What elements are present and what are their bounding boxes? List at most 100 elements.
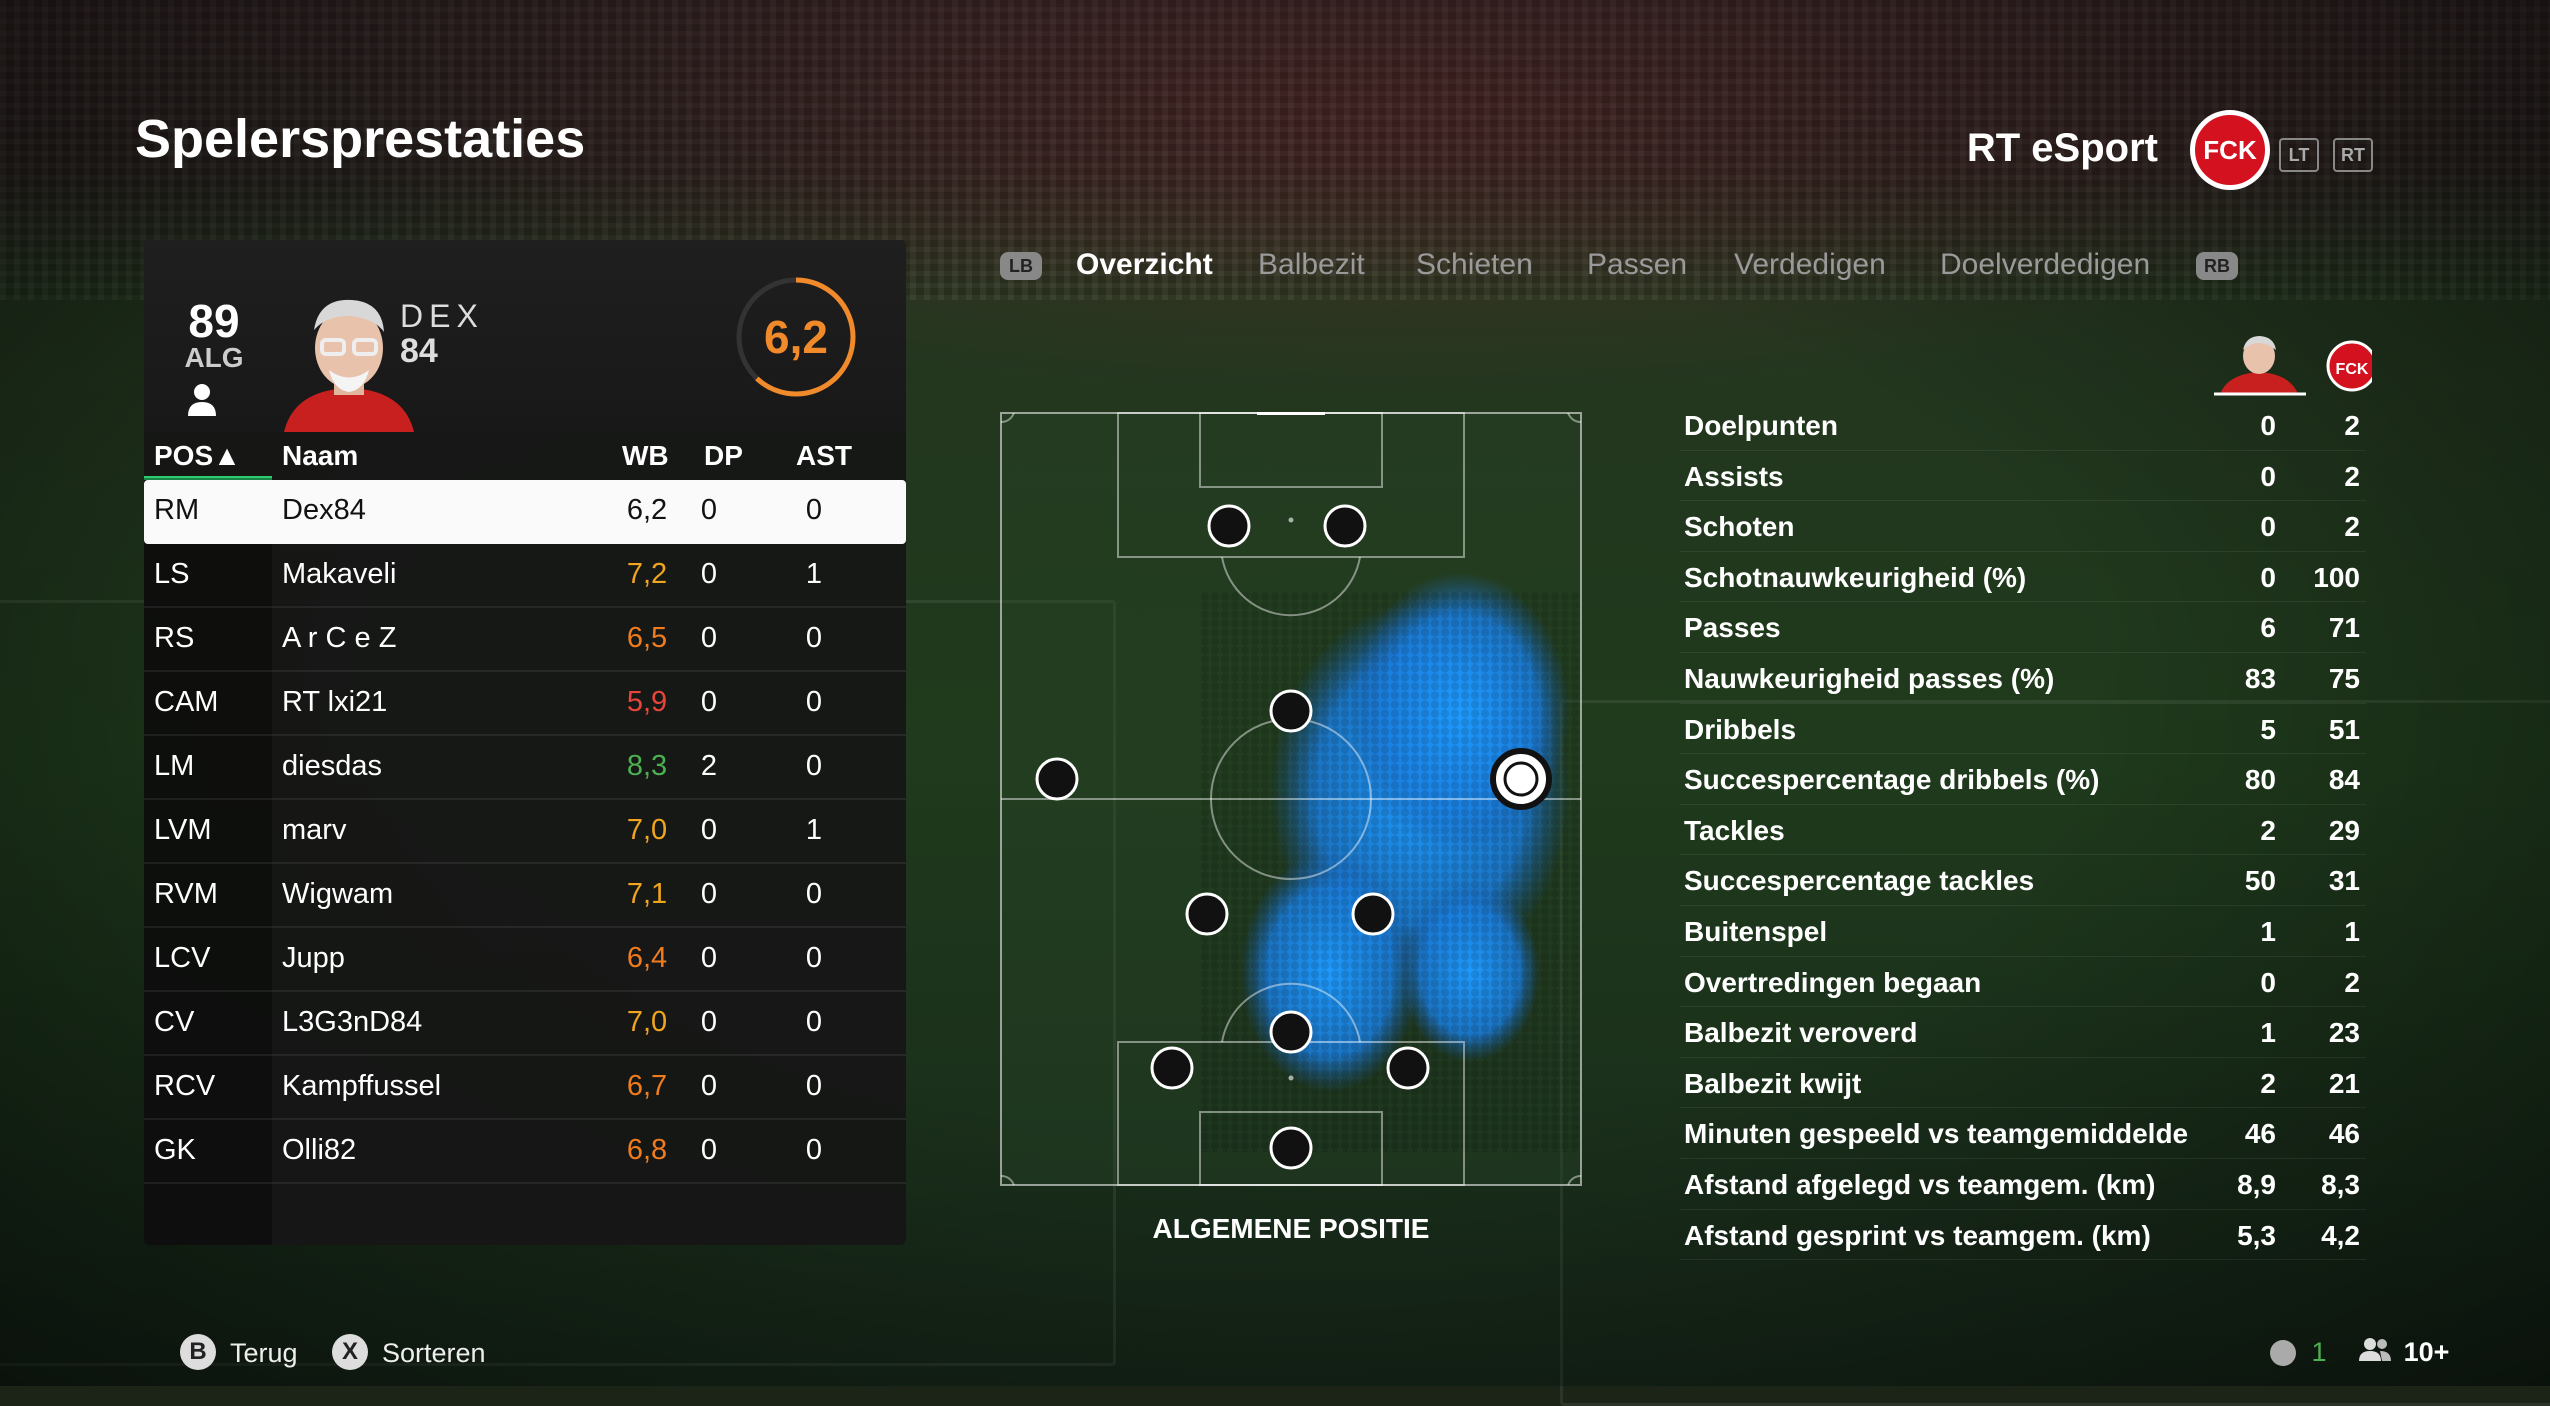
player-panel: 89 ALG DEX 84 6,2 POS▲ Naam WB DP AST	[144, 240, 906, 1245]
cell-name: Jupp	[282, 942, 345, 974]
table-row[interactable]: GK Olli82 6,8 0 0	[144, 1120, 906, 1184]
stat-row: Nauwkeurigheid passes (%) 83 75	[1680, 653, 2366, 704]
col-dp[interactable]: DP	[704, 440, 743, 471]
back-label[interactable]: Terug	[230, 1338, 298, 1368]
table-row[interactable]: LVM marv 7,0 0 1	[144, 800, 906, 864]
stat-label: Tackles	[1684, 814, 1785, 846]
tab-balbezit[interactable]: Balbezit	[1258, 248, 1365, 281]
table-row[interactable]: RS A r C e Z 6,5 0 0	[144, 608, 906, 672]
cell-wb: 6,5	[626, 622, 668, 654]
cell-wb: 6,4	[626, 942, 668, 974]
cell-ast: 1	[805, 814, 823, 846]
cell-name: Kampffussel	[282, 1070, 442, 1102]
stat-label: Minuten gespeeld vs teamgemiddelde	[1684, 1118, 2189, 1150]
cell-ast: 0	[805, 494, 823, 526]
table-row[interactable]: RM Dex84 6,2 0 0	[144, 480, 906, 544]
svg-text:FCK: FCK	[2336, 361, 2369, 378]
stat-label: Afstand afgelegd vs teamgem. (km)	[1684, 1168, 2156, 1200]
x-button-icon[interactable]: X	[332, 1334, 368, 1370]
player-dot	[1323, 504, 1367, 548]
table-row[interactable]: RCV Kampffussel 6,7 0 0	[144, 1056, 906, 1120]
table-row[interactable]: LCV Jupp 6,4 0 0	[144, 928, 906, 992]
player-dot	[1269, 1010, 1313, 1054]
stat-player: 2	[2260, 814, 2276, 846]
stat-player: 0	[2260, 460, 2276, 492]
table-row[interactable]: LS Makaveli 7,2 0 1	[144, 544, 906, 608]
stats-compare-header: FCK	[2214, 336, 2372, 396]
cell-wb: 5,9	[626, 686, 668, 718]
cell-ast: 0	[805, 1006, 823, 1038]
rb-button-icon[interactable]: RB	[2196, 252, 2238, 280]
cell-ast: 1	[805, 558, 823, 590]
col-wb[interactable]: WB	[622, 440, 669, 471]
player-dot	[1150, 1046, 1194, 1090]
stat-player: 2	[2260, 1067, 2276, 1099]
lt-button-icon[interactable]: LT	[2279, 138, 2319, 172]
cell-wb: 7,2	[626, 558, 668, 590]
stat-team: 23	[2328, 1017, 2360, 1049]
cell-dp: 0	[700, 558, 718, 590]
stat-label: Balbezit kwijt	[1684, 1067, 1862, 1099]
sort-label[interactable]: Sorteren	[382, 1338, 486, 1368]
cell-dp: 0	[700, 1006, 718, 1038]
cell-wb: 6,2	[626, 494, 668, 526]
stat-player: 1	[2260, 1017, 2276, 1049]
stat-row: Succespercentage dribbels (%) 80 84	[1680, 754, 2366, 805]
cell-pos: RCV	[154, 1070, 216, 1102]
cell-wb: 7,0	[626, 1006, 668, 1038]
table-row[interactable]: LM diesdas 8,3 2 0	[144, 736, 906, 800]
cell-pos: GK	[154, 1134, 196, 1166]
stat-row: Succespercentage tackles 50 31	[1680, 855, 2366, 906]
stat-team: 31	[2328, 865, 2360, 897]
table-row[interactable]: CAM RT lxi21 5,9 0 0	[144, 672, 906, 736]
stat-team: 100	[2313, 561, 2360, 593]
player-rating: 84	[400, 332, 438, 370]
cell-ast: 0	[805, 750, 823, 782]
stat-row: Doelpunten 0 2	[1680, 400, 2366, 451]
cell-dp: 0	[700, 814, 718, 846]
col-name[interactable]: Naam	[282, 440, 359, 471]
player-list: RM Dex84 6,2 0 0 LS Makaveli 7,2 0 1 RS A r C e Z 6,…	[144, 480, 906, 1184]
stat-label: Assists	[1684, 460, 1784, 492]
stat-player: 6	[2260, 612, 2276, 644]
tab-doelverdedigen[interactable]: Doelverdedigen	[1940, 248, 2151, 281]
cell-dp: 2	[700, 750, 718, 782]
lb-button-icon[interactable]: LB	[1000, 252, 1042, 280]
club-logo-icon: FCK	[2326, 340, 2372, 392]
overall-block: 89 ALG	[174, 298, 254, 372]
cell-wb: 7,0	[626, 814, 668, 846]
stat-row: Dribbels 5 51	[1680, 704, 2366, 755]
player-count: 10+	[2403, 1337, 2450, 1368]
player-avatar	[284, 299, 414, 432]
rt-button-icon[interactable]: RT	[2333, 138, 2373, 172]
stat-row: Balbezit kwijt 2 21	[1680, 1058, 2366, 1109]
speaker-icon	[2270, 1339, 2296, 1366]
stat-row: Schoten 0 2	[1680, 501, 2366, 552]
table-row[interactable]: CV L3G3nD84 7,0 0 0	[144, 992, 906, 1056]
users-icon	[2358, 1336, 2392, 1369]
col-ast[interactable]: AST	[796, 440, 852, 471]
cell-pos: LS	[154, 558, 190, 590]
stat-team: 8,3	[2321, 1168, 2360, 1200]
stat-label: Dribbels	[1684, 713, 1797, 745]
player-avatar-icon	[2214, 336, 2306, 396]
pitch-label: ALGEMENE POSITIE	[1152, 1213, 1430, 1244]
stat-player: 0	[2260, 966, 2276, 998]
b-button-icon[interactable]: B	[180, 1334, 216, 1370]
tab-verdedigen[interactable]: Verdedigen	[1734, 248, 1886, 281]
stat-player: 5	[2260, 713, 2276, 745]
cell-dp: 0	[700, 1070, 718, 1102]
player-dot	[1035, 757, 1079, 801]
table-row[interactable]: RVM Wigwam 7,1 0 0	[144, 864, 906, 928]
stat-row: Minuten gespeeld vs teamgemiddelde 46 46	[1680, 1108, 2366, 1159]
tab-schieten[interactable]: Schieten	[1416, 248, 1533, 281]
cell-name: L3G3nD84	[282, 1006, 423, 1038]
col-pos[interactable]: POS▲	[154, 440, 241, 471]
stat-row: Assists 0 2	[1680, 451, 2366, 502]
tab-overzicht[interactable]: Overzicht	[1076, 248, 1213, 281]
cell-name: marv	[282, 814, 347, 846]
player-dot	[1386, 1046, 1430, 1090]
stat-label: Balbezit veroverd	[1684, 1017, 1918, 1049]
cell-dp: 0	[700, 622, 718, 654]
tab-passen[interactable]: Passen	[1587, 248, 1688, 281]
